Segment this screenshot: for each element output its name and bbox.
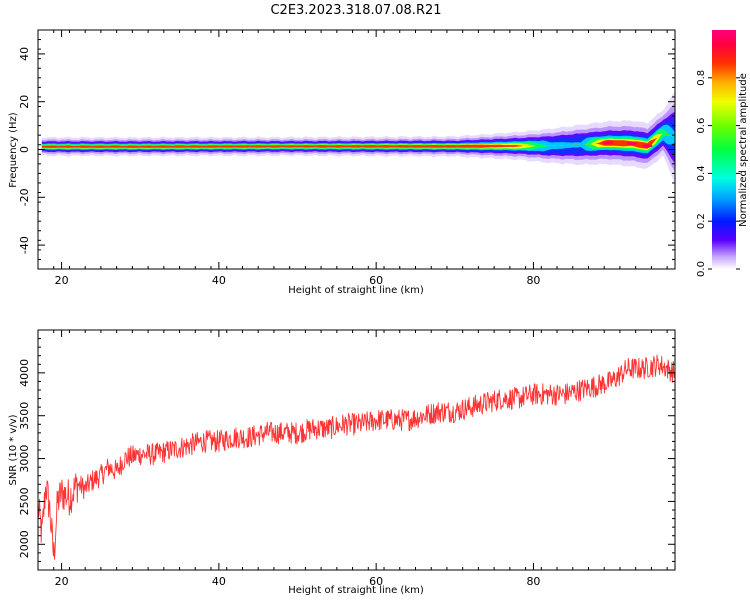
snr-y-axis-label: SNR (10 * v/v) xyxy=(8,414,19,485)
snr-y-tick-label: 3500 xyxy=(18,402,31,430)
colorbar-tick-label: 0.6 xyxy=(696,118,707,134)
snr-x-axis-label: Height of straight line (km) xyxy=(288,585,424,596)
spectrogram-y-tick-label: 0 xyxy=(18,146,31,153)
spectrogram-peak xyxy=(642,144,653,148)
snr-panel: 20 40 60 80 2000 2500 3000 3500 4000 Height of s… xyxy=(8,329,676,596)
snr-y-tick-label: 2000 xyxy=(18,530,31,558)
spectrogram-band xyxy=(41,103,675,173)
spectrogram-ticks: 20 40 60 80 -40 -20 0 20 40 xyxy=(18,29,675,287)
spectrogram-panel: 20 40 60 80 -40 -20 0 20 40 Height of straight l… xyxy=(8,29,676,296)
colorbar-gradient xyxy=(712,30,736,269)
spectrogram-peak xyxy=(603,141,614,145)
snr-x-tick-label: 20 xyxy=(55,575,69,588)
spectrogram-y-tick-label: -20 xyxy=(18,188,31,206)
spectrogram-y-tick-label: -40 xyxy=(18,236,31,254)
spectrogram-y-axis-label: Frequency (Hz) xyxy=(8,112,19,188)
spectrogram-y-tick-label: 40 xyxy=(18,47,31,61)
snr-x-tick-label: 40 xyxy=(212,575,226,588)
colorbar-ticks: 0.0 0.2 0.4 0.6 0.8 xyxy=(696,70,740,277)
colorbar-tick-label: 0.2 xyxy=(696,213,707,229)
spectrogram-y-tick-label: 20 xyxy=(18,95,31,109)
spectrogram-band xyxy=(41,132,675,149)
snr-y-tick-label: 2500 xyxy=(18,487,31,515)
snr-y-tick-label: 3000 xyxy=(18,445,31,473)
colorbar: 0.0 0.2 0.4 0.6 0.8 Normalized spectral ampl… xyxy=(696,30,749,277)
spectrogram-x-axis-label: Height of straight line (km) xyxy=(288,285,424,296)
snr-x-tick-label: 80 xyxy=(526,575,540,588)
colorbar-tick-label: 0.0 xyxy=(696,261,707,277)
spectrogram-x-tick-label: 60 xyxy=(369,274,383,287)
spectrogram-x-tick-label: 80 xyxy=(526,274,540,287)
colorbar-tick-label: 0.4 xyxy=(696,165,707,181)
snr-series-line xyxy=(38,354,675,560)
spectrogram-marks xyxy=(41,91,675,184)
spectrogram-band xyxy=(41,91,675,184)
figure-title: C2E3.2023.318.07.08.R21 xyxy=(270,3,441,18)
colorbar-label: Normalized spectral amplitude xyxy=(738,73,749,227)
snr-y-tick-label: 4000 xyxy=(18,359,31,387)
spectrogram-peak xyxy=(626,141,637,146)
spectrogram-x-tick-label: 20 xyxy=(55,274,69,287)
snr-ticks: 20 40 60 80 2000 2500 3000 3500 4000 xyxy=(18,329,675,588)
snr-x-tick-label: 60 xyxy=(369,575,383,588)
colorbar-tick-label: 0.8 xyxy=(696,70,707,86)
spectrogram-x-tick-label: 40 xyxy=(212,274,226,287)
